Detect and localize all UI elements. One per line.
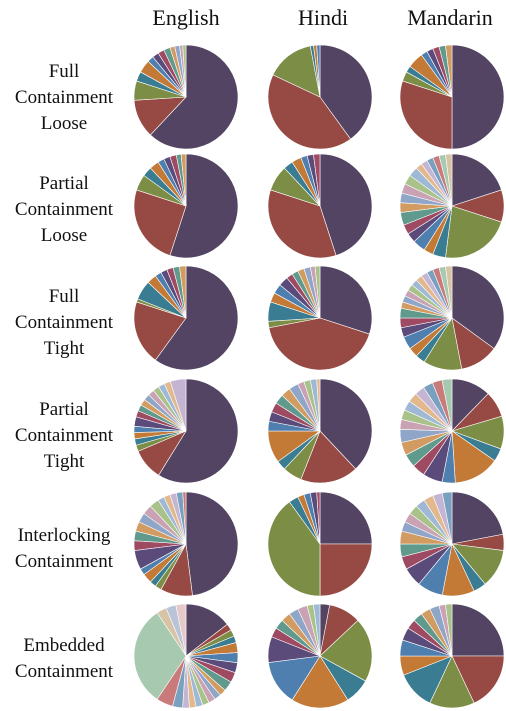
pie-slice [451,44,505,150]
pie-slice [319,265,373,335]
pie-hindi-row-3 [267,265,373,371]
pie-slice [313,603,321,657]
pie-slice [399,80,453,150]
pie-slice [313,153,321,207]
row-label-partial-containment-loose: Partial Containment Loose [0,160,128,260]
pie-mandarin-row-2 [399,153,505,259]
row-label-line: Containment [14,661,114,682]
pie-slice [169,378,187,432]
row-label-full-containment-loose: Full Containment Loose [0,48,128,148]
pie-slice [319,378,373,470]
pie-slice [314,265,321,319]
pie-slice [316,44,321,98]
pie-slice [445,44,453,98]
pie-slice [451,603,505,657]
pie-hindi-row-2 [267,153,373,259]
pie-slice [451,265,505,349]
row-label-line: Containment [14,199,114,220]
pie-slice [169,153,239,259]
row-label-line: Containment [14,87,114,108]
row-label-line: Tight [43,338,85,359]
row-label-line: Containment [14,312,114,333]
pie-slice [445,265,453,319]
pie-hindi-row-6 [267,603,373,709]
pie-slice [175,603,187,657]
pie-slice [319,491,373,545]
pie-slice [319,153,373,256]
pie-slice [316,491,321,545]
pie-slice [185,491,239,596]
pie-slice [272,45,321,98]
row-label-line: Full [48,61,80,82]
pie-hindi-row-5 [267,491,373,597]
pie-slice [441,378,453,432]
pie-slice [445,153,453,207]
pie-slice [179,265,187,319]
pie-slice [445,603,453,657]
row-label-line: Partial [39,399,89,420]
row-label-embedded-containment: Embedded Containment [0,609,128,709]
row-label-interlocking-containment: Interlocking Containment [0,499,128,599]
pie-english-row-1 [133,44,239,150]
column-header-english: English [152,5,220,30]
row-label-line: Loose [40,113,88,134]
row-label-full-containment-tight: Full Containment Tight [0,273,128,373]
pie-slice [149,44,239,150]
pie-slice [267,189,337,259]
pie-slice [300,430,357,484]
pie-slice [319,543,373,597]
pie-slice [319,44,373,140]
pie-slice [182,44,187,98]
pie-slice [180,153,187,207]
row-label-line: Embedded [23,635,105,656]
pie-slice [319,619,373,682]
pie-english-row-2 [133,153,239,259]
row-label-line: Tight [43,451,85,472]
pie-slice [451,655,505,704]
pie-mandarin-row-4 [399,378,505,484]
pie-mandarin-row-1 [399,44,505,150]
pie-mandarin-row-3 [399,265,505,371]
pie-slice [267,74,351,150]
pie-slice [158,378,239,484]
column-header-hindi: Hindi [297,5,349,30]
pie-slice [451,491,504,545]
pie-english-row-5 [133,491,239,597]
pie-slice [316,378,321,432]
pie-slice [182,491,187,545]
row-label-line: Interlocking [17,525,111,546]
pie-mandarin-row-5 [399,491,505,597]
pie-english-row-3 [133,265,239,371]
pie-slice [133,301,187,361]
pie-slice [451,153,502,207]
pie-slice [155,265,239,371]
pie-slice [291,655,349,709]
pie-slice [441,491,453,545]
row-label-line: Containment [14,551,114,572]
row-label-partial-containment-tight: Partial Containment Tight [0,386,128,486]
pie-english-row-4 [133,378,239,484]
row-label-line: Partial [39,173,89,194]
pie-slice [268,317,370,371]
pie-slice [267,501,321,597]
row-label-line: Full [48,286,80,307]
pie-hindi-row-4 [267,378,373,484]
pie-english-row-6 [133,603,239,709]
row-label-line: Loose [40,225,88,246]
pie-slice [133,612,187,700]
column-header-mandarin: Mandarin [407,5,493,30]
row-label-line: Containment [14,425,114,446]
pie-slice [133,189,187,256]
pie-hindi-row-1 [267,44,373,150]
pie-slice [445,205,502,259]
pie-mandarin-row-6 [399,603,505,709]
